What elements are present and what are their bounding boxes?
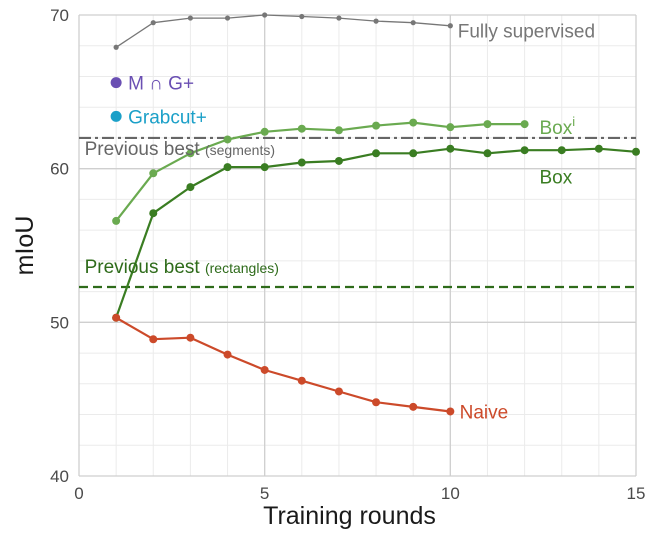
series-2-point — [260, 163, 269, 172]
series-labels: Fully supervised Boxi Box Naive Previous bes… — [85, 21, 595, 423]
series-0-point — [336, 15, 342, 21]
series-1-point — [483, 120, 492, 129]
series-3-point — [334, 387, 343, 396]
series-1-point — [297, 124, 306, 133]
single-point-1 — [110, 110, 122, 122]
series-label-1: Boxi — [539, 114, 575, 139]
reference-line-label-0: Previous best (segments) — [85, 139, 275, 160]
series-2-point — [409, 149, 418, 158]
series-0-point — [299, 13, 305, 20]
y-tick-label: 50 — [50, 313, 69, 332]
reference-line-label-1: Previous best (rectangles) — [85, 257, 279, 278]
series-3-point — [149, 335, 158, 344]
reference-line-label-main: Previous best — [85, 257, 205, 278]
x-tick-label: 10 — [441, 484, 460, 503]
series-0-point — [447, 23, 453, 29]
series-1-point — [223, 135, 232, 144]
single-point-label-0: M ∩ G+ — [128, 74, 194, 95]
series-1-point — [260, 127, 269, 136]
series-3-point — [446, 407, 455, 416]
single-point-label-1: Grabcut+ — [128, 107, 207, 128]
series-2-point — [446, 144, 455, 153]
series-3-point — [112, 313, 121, 322]
series-1-point — [409, 118, 418, 127]
series-0-point — [187, 15, 193, 21]
y-tick-label: 40 — [50, 467, 69, 486]
x-tick-label: 5 — [260, 484, 269, 503]
series-label-3: Naive — [460, 402, 509, 423]
series-1-point — [372, 121, 381, 130]
series-2-point — [483, 149, 492, 158]
series-line-3 — [115, 316, 451, 413]
series-label-superscript: i — [572, 114, 575, 129]
y-tick-label: 70 — [50, 6, 69, 25]
series-0-point — [113, 44, 119, 50]
axes: 0 5 10 15 40 50 60 70 Training rounds mIoU — [11, 6, 645, 530]
series-3-point — [372, 398, 381, 407]
series-1-point — [186, 149, 195, 158]
y-axis-title: mIoU — [11, 216, 39, 276]
reference-line-label-main: Previous best — [85, 139, 205, 160]
series-1-point — [149, 169, 158, 178]
reference-lines — [79, 136, 636, 289]
series-label-0: Fully supervised — [458, 21, 595, 42]
series-0-point — [410, 20, 416, 26]
series-line-1 — [115, 121, 525, 222]
series-0-point — [224, 15, 231, 21]
reference-line-label-sub: (segments) — [205, 142, 275, 158]
x-tick-label: 15 — [627, 484, 646, 503]
series-2-point — [520, 146, 529, 155]
series-3-point — [409, 402, 418, 411]
series-1-point — [112, 216, 121, 225]
reference-line-label-sub: (rectangles) — [205, 260, 279, 276]
series-2-point — [372, 149, 381, 158]
series-line-0 — [115, 14, 451, 48]
series-2-point — [297, 158, 306, 167]
series-2-point — [334, 156, 343, 165]
series-0-point — [373, 18, 379, 24]
series-3-point — [260, 365, 269, 374]
x-tick-label: 0 — [74, 484, 83, 503]
grid — [78, 14, 637, 477]
series-label-2: Box — [539, 167, 572, 188]
series-2-point — [223, 163, 232, 172]
series-2-point — [594, 144, 603, 153]
series-2-point — [149, 209, 158, 218]
series-1-point — [334, 126, 343, 135]
series-0-point — [262, 12, 268, 18]
series-1-point — [520, 120, 529, 129]
single-points: M ∩ G+ Grabcut+ — [110, 74, 207, 128]
series-3-point — [186, 333, 195, 342]
series-0-point — [150, 20, 156, 26]
x-axis-title: Training rounds — [263, 502, 436, 530]
y-tick-label: 60 — [50, 160, 69, 179]
series-lines — [112, 12, 640, 416]
series-2-point — [557, 146, 566, 155]
single-point-0 — [110, 77, 122, 89]
series-3-point — [297, 376, 306, 385]
series-2-point — [632, 147, 640, 156]
series-2-point — [186, 183, 195, 192]
series-3-point — [223, 350, 232, 359]
series-1-point — [446, 123, 455, 132]
